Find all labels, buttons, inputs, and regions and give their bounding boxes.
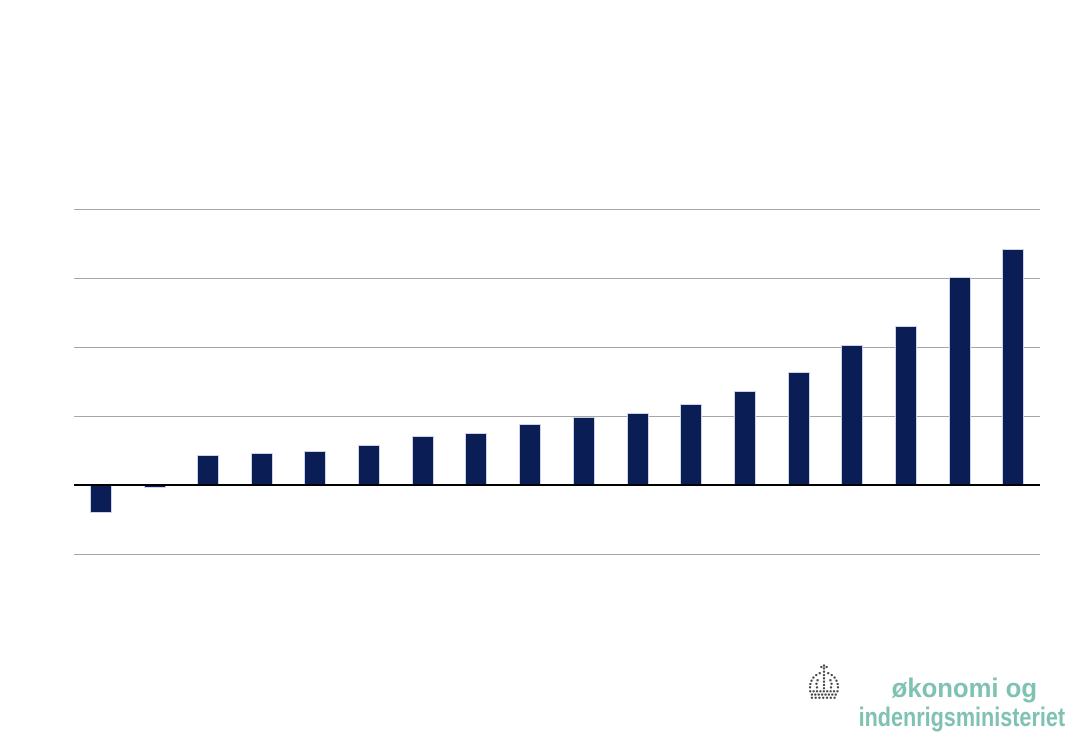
bar-4	[251, 453, 273, 485]
bar-5	[304, 451, 326, 485]
gridline	[74, 209, 1040, 210]
bar-10	[573, 417, 595, 485]
logo-top-row: økonomi og	[807, 664, 1037, 702]
bar-17	[949, 277, 971, 485]
logo-text-line2: indenrigsministeriet	[858, 702, 1066, 732]
bar-1	[90, 485, 112, 513]
bar-12	[680, 404, 702, 485]
gridline	[74, 278, 1040, 279]
bar-13	[734, 391, 756, 485]
bar-9	[519, 424, 541, 485]
gridline	[74, 416, 1040, 417]
bar-15	[841, 345, 863, 485]
gridline	[74, 347, 1040, 348]
crown-icon	[808, 664, 840, 699]
logo-text-line1: økonomi og	[891, 673, 1037, 703]
ministry-logo: økonomi og indenrigsministeriet	[807, 664, 1065, 731]
bar-16	[895, 326, 917, 485]
bar-7	[412, 436, 434, 485]
bar-3	[197, 455, 219, 485]
bar-14	[788, 372, 810, 485]
bar-18	[1002, 249, 1024, 485]
zero-axis-line	[74, 484, 1040, 486]
bar-6	[358, 445, 380, 485]
bar-11	[627, 413, 649, 485]
bar-8	[465, 433, 487, 485]
gridline	[74, 554, 1040, 555]
